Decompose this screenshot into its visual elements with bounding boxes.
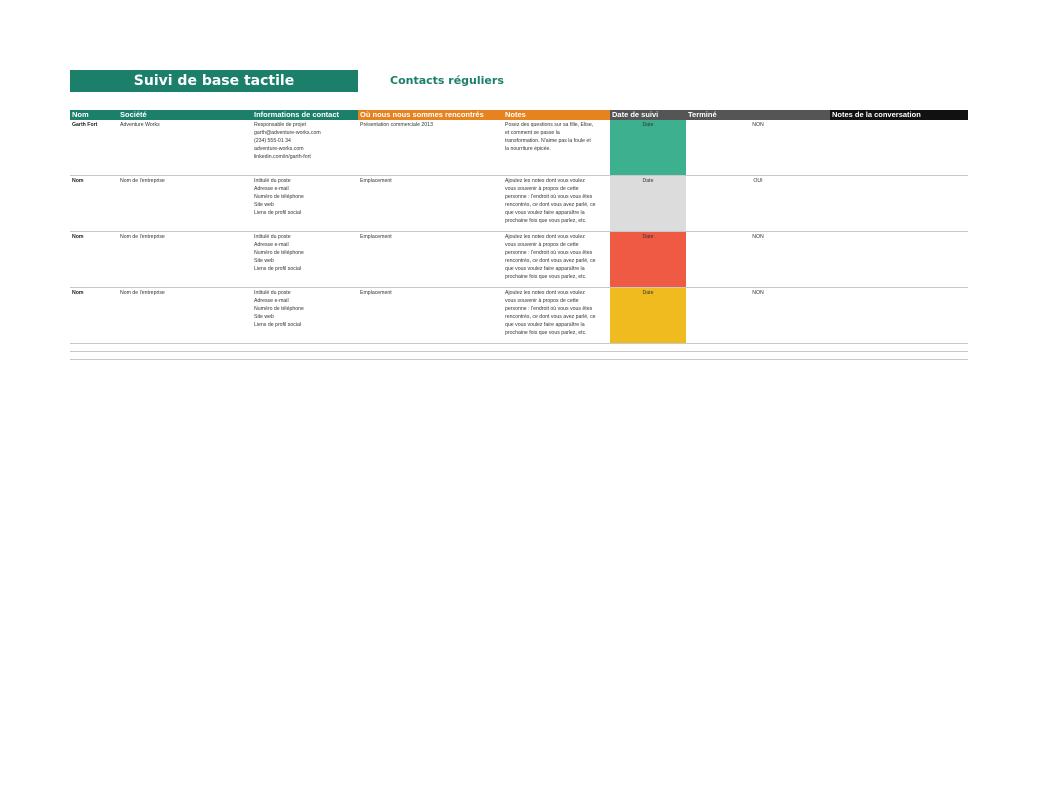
cell-contact-info[interactable]: Intitulé du poste Adresse e-mail Numéro de… bbox=[252, 232, 358, 274]
cell-conversation-notes[interactable] bbox=[830, 120, 968, 122]
cell-notes-line: prochaine fois que vous parlez, etc. bbox=[505, 217, 587, 224]
cell-notes[interactable]: Ajoutez les notes dont vous voulez vous s… bbox=[503, 232, 610, 281]
table-row[interactable]: Nom Nom de l'entreprise Intitulé du poste A… bbox=[70, 176, 968, 232]
cell-contact-info[interactable]: Intitulé du poste Adresse e-mail Numéro de… bbox=[252, 176, 358, 218]
cell-follow-up-date[interactable]: Date bbox=[610, 288, 686, 343]
cell-contact-info-line: Adresse e-mail bbox=[254, 241, 289, 248]
cell-notes-line: que vous voulez faire apparaître la bbox=[505, 265, 585, 272]
table-header: Nom Société Informations de contact Où n… bbox=[70, 110, 968, 120]
cell-follow-up-date[interactable]: Date bbox=[610, 232, 686, 287]
cell-contact-info-line: Liens de profil social bbox=[254, 321, 302, 328]
cell-contact-info[interactable]: Intitulé du poste Adresse e-mail Numéro de… bbox=[252, 288, 358, 330]
cell-conversation-notes[interactable] bbox=[830, 176, 968, 178]
cell-notes-line: personne : l'endroit où vous vous êtes bbox=[505, 193, 593, 200]
cell-notes-line: Ajoutez les notes dont vous voulez bbox=[505, 290, 585, 296]
cell-contact-info-line: Adresse e-mail bbox=[254, 297, 289, 304]
cell-where-met[interactable]: Présentation commerciale 2013 bbox=[360, 122, 433, 128]
cell-done[interactable]: NON bbox=[752, 290, 764, 296]
cell-contact-info-line: (234) 555-01 34 bbox=[254, 137, 291, 144]
empty-row[interactable] bbox=[70, 352, 968, 360]
cell-contact-info-line: Responsable de projet bbox=[254, 122, 306, 128]
cell-contact-info-line: Intitulé du poste bbox=[254, 234, 291, 240]
cell-notes[interactable]: Posez des questions sur sa fille, Elise,… bbox=[503, 120, 610, 154]
cell-contact-info-line: Liens de profil social bbox=[254, 209, 302, 216]
col-header-follow-up-date[interactable]: Date de suivi bbox=[610, 110, 686, 120]
cell-contact-info-line: Numéro de téléphone bbox=[254, 249, 304, 256]
cell-contact-info-line: garth@adventure-works.com bbox=[254, 129, 321, 136]
cell-notes-line: prochaine fois que vous parlez, etc. bbox=[505, 273, 587, 280]
cell-company[interactable]: Nom de l'entreprise bbox=[120, 234, 165, 240]
cell-where-met[interactable]: Emplacement bbox=[360, 178, 392, 184]
table-row[interactable]: Nom Nom de l'entreprise Intitulé du poste A… bbox=[70, 288, 968, 344]
cell-contact-info[interactable]: Responsable de projet garth@adventure-wor… bbox=[252, 120, 358, 162]
cell-company[interactable]: Nom de l'entreprise bbox=[120, 178, 165, 184]
cell-notes-line: rencontrés, ce dont vous avez parlé, ce bbox=[505, 313, 596, 320]
cell-contact-info-line: linkedin.com/in/garth-fort bbox=[254, 153, 311, 160]
cell-company[interactable]: Adventure Works bbox=[120, 122, 160, 128]
cell-conversation-notes[interactable] bbox=[830, 232, 968, 234]
cell-where-met[interactable]: Emplacement bbox=[360, 234, 392, 240]
cell-done[interactable]: OUI bbox=[753, 178, 763, 184]
cell-notes[interactable]: Ajoutez les notes dont vous voulez vous s… bbox=[503, 288, 610, 337]
cell-notes-line: et comment se passe la bbox=[505, 129, 560, 136]
contacts-table: Nom Société Informations de contact Où n… bbox=[70, 110, 968, 360]
cell-contact-info-line: Numéro de téléphone bbox=[254, 305, 304, 312]
empty-row[interactable] bbox=[70, 344, 968, 352]
cell-notes-line: que vous voulez faire apparaître la bbox=[505, 321, 585, 328]
col-header-contact-info[interactable]: Informations de contact bbox=[252, 110, 358, 120]
cell-name[interactable]: Nom bbox=[72, 290, 84, 296]
cell-notes-line: vous souvenir à propos de cette bbox=[505, 241, 579, 248]
cell-notes-line: personne : l'endroit où vous vous êtes bbox=[505, 249, 593, 256]
table-row[interactable]: Garth Fort Adventure Works Responsable de … bbox=[70, 120, 968, 176]
cell-notes-line: Ajoutez les notes dont vous voulez bbox=[505, 234, 585, 240]
cell-contact-info-line: Intitulé du poste bbox=[254, 178, 291, 184]
col-header-done[interactable]: Terminé bbox=[686, 110, 830, 120]
cell-contact-info-line: Intitulé du poste bbox=[254, 290, 291, 296]
cell-contact-info-line: Site web bbox=[254, 201, 274, 208]
cell-notes-line: prochaine fois que vous parlez, etc. bbox=[505, 329, 587, 336]
col-header-where-met[interactable]: Où nous nous sommes rencontrés bbox=[358, 110, 503, 120]
cell-notes-line: personne : l'endroit où vous vous êtes bbox=[505, 305, 593, 312]
cell-follow-up-date[interactable]: Date bbox=[610, 176, 686, 231]
cell-notes-line: transformation. N'aime pas la foule et bbox=[505, 137, 591, 144]
cell-name[interactable]: Nom bbox=[72, 234, 84, 240]
cell-notes-line: que vous voulez faire apparaître la bbox=[505, 209, 585, 216]
cell-notes-line: rencontrés, ce dont vous avez parlé, ce bbox=[505, 201, 596, 208]
cell-notes-line: rencontrés, ce dont vous avez parlé, ce bbox=[505, 257, 596, 264]
cell-contact-info-line: Site web bbox=[254, 313, 274, 320]
cell-company[interactable]: Nom de l'entreprise bbox=[120, 290, 165, 296]
cell-notes-line: Ajoutez les notes dont vous voulez bbox=[505, 178, 585, 184]
cell-contact-info-line: Numéro de téléphone bbox=[254, 193, 304, 200]
col-header-conversation-notes[interactable]: Notes de la conversation bbox=[830, 110, 968, 120]
cell-name[interactable]: Garth Fort bbox=[72, 122, 98, 128]
cell-done[interactable]: NON bbox=[752, 122, 764, 128]
table-body: Garth Fort Adventure Works Responsable de … bbox=[70, 120, 968, 344]
sheet-subtitle: Contacts réguliers bbox=[390, 74, 504, 87]
cell-where-met[interactable]: Emplacement bbox=[360, 290, 392, 296]
col-header-name[interactable]: Nom bbox=[70, 110, 118, 120]
cell-notes-line: la nourriture épicée. bbox=[505, 145, 551, 152]
col-header-notes[interactable]: Notes bbox=[503, 110, 610, 120]
sheet-title: Suivi de base tactile bbox=[70, 70, 358, 92]
cell-notes-line: Posez des questions sur sa fille, Elise, bbox=[505, 122, 594, 128]
cell-contact-info-line: Site web bbox=[254, 257, 274, 264]
cell-done[interactable]: NON bbox=[752, 234, 764, 240]
col-header-company[interactable]: Société bbox=[118, 110, 252, 120]
cell-notes[interactable]: Ajoutez les notes dont vous voulez vous s… bbox=[503, 176, 610, 225]
cell-contact-info-line: adventure-works.com bbox=[254, 145, 304, 152]
table-row[interactable]: Nom Nom de l'entreprise Intitulé du poste A… bbox=[70, 232, 968, 288]
cell-notes-line: vous souvenir à propos de cette bbox=[505, 297, 579, 304]
cell-contact-info-line: Liens de profil social bbox=[254, 265, 302, 272]
cell-notes-line: vous souvenir à propos de cette bbox=[505, 185, 579, 192]
cell-name[interactable]: Nom bbox=[72, 178, 84, 184]
cell-conversation-notes[interactable] bbox=[830, 288, 968, 290]
cell-follow-up-date[interactable]: Date bbox=[610, 120, 686, 175]
cell-contact-info-line: Adresse e-mail bbox=[254, 185, 289, 192]
